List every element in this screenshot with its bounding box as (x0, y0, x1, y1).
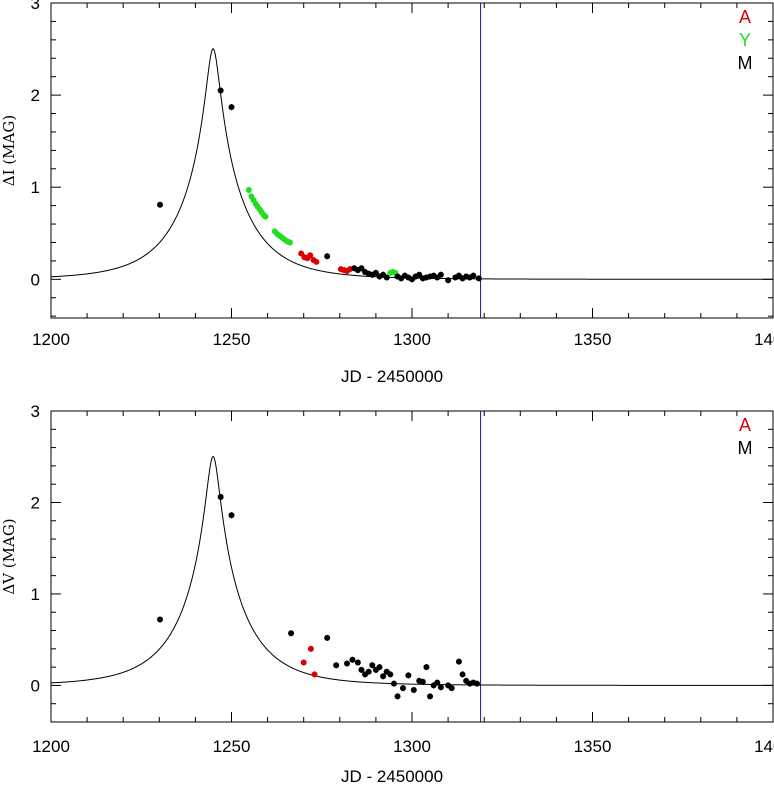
data-point-m (390, 680, 397, 687)
data-point-m (459, 671, 466, 678)
x-tick-label: 1350 (574, 737, 612, 756)
data-point-m (157, 201, 164, 208)
data-point-a (313, 258, 320, 265)
data-point-m (333, 662, 340, 669)
data-point-m (344, 660, 351, 667)
data-point-m (455, 658, 462, 665)
v-band-x-axis-title: JD - 2450000 (341, 767, 443, 785)
legend-entry-m: M (738, 438, 753, 458)
data-point-m (437, 271, 444, 278)
data-point-m (288, 630, 295, 637)
data-point-m (372, 269, 379, 276)
legend-entry-a: A (739, 415, 751, 435)
data-point-m (217, 493, 224, 500)
data-point-a (300, 659, 307, 666)
legend-entry-a: A (739, 7, 751, 27)
x-tick-label: 1350 (574, 330, 612, 349)
data-point-m (365, 668, 372, 675)
data-point-m (416, 271, 423, 278)
data-point-m (434, 679, 441, 686)
data-point-m (358, 666, 365, 673)
data-point-m (324, 253, 331, 260)
y-tick-label: 2 (31, 493, 40, 512)
data-point-y (262, 213, 269, 220)
v-band-y-axis-title: ΔV (MAG) (0, 518, 18, 594)
data-point-m (376, 664, 383, 671)
data-point-m (228, 104, 235, 111)
x-tick-label: 1200 (32, 737, 70, 756)
data-point-m (387, 671, 394, 678)
i-band-y-axis-title: ΔI (MAG) (0, 115, 18, 186)
data-point-a (307, 252, 314, 259)
v-band-model-curve (50, 455, 773, 686)
data-point-m (394, 693, 401, 700)
x-tick-label: 1400 (754, 737, 774, 756)
y-tick-label: 1 (31, 585, 40, 604)
y-tick-label: 0 (31, 676, 40, 695)
y-tick-label: 3 (31, 402, 40, 421)
data-point-m (427, 693, 434, 700)
data-point-m (349, 656, 356, 663)
y-tick-label: 2 (31, 86, 40, 105)
data-point-m (475, 275, 482, 282)
i-band-x-axis-title: JD - 2450000 (341, 367, 443, 386)
data-point-m (473, 680, 480, 687)
y-tick-label: 0 (31, 270, 40, 289)
data-point-m (448, 685, 455, 692)
data-point-m (217, 87, 224, 94)
data-point-m (358, 265, 365, 272)
data-point-y (245, 186, 252, 193)
data-point-m (383, 274, 390, 281)
data-point-m (380, 673, 387, 680)
y-tick-label: 1 (31, 178, 40, 197)
y-tick-label: 3 (31, 0, 40, 13)
data-point-m (354, 659, 361, 666)
data-point-m (399, 685, 406, 692)
data-point-m (228, 512, 235, 519)
data-point-m (419, 678, 426, 685)
x-tick-label: 1300 (393, 330, 431, 349)
x-tick-label: 1400 (754, 330, 774, 349)
data-point-m (470, 272, 477, 279)
data-point-m (369, 662, 376, 669)
data-point-a (311, 671, 318, 678)
data-point-m (445, 277, 452, 284)
data-point-m (405, 672, 412, 679)
x-tick-label: 1250 (213, 330, 251, 349)
legend-entry-y: Y (739, 30, 751, 50)
v-band-panel: 1200 1250 1300 1350 1400 0 1 2 3 JD - 2450000 ΔV (… (0, 402, 774, 785)
data-point-m (157, 616, 164, 623)
x-tick-label: 1300 (393, 737, 431, 756)
data-point-m (437, 684, 444, 691)
data-point-m (423, 664, 430, 671)
data-point-m (324, 634, 331, 641)
x-tick-label: 1200 (32, 330, 70, 349)
legend-entry-m: M (738, 53, 753, 73)
data-point-a (307, 645, 314, 652)
i-band-panel: 1200 1250 1300 1350 1400 0 1 2 3 JD - 2450000 ΔI (… (0, 0, 774, 386)
data-point-y (286, 239, 293, 246)
x-tick-label: 1250 (213, 737, 251, 756)
data-point-m (410, 686, 417, 693)
